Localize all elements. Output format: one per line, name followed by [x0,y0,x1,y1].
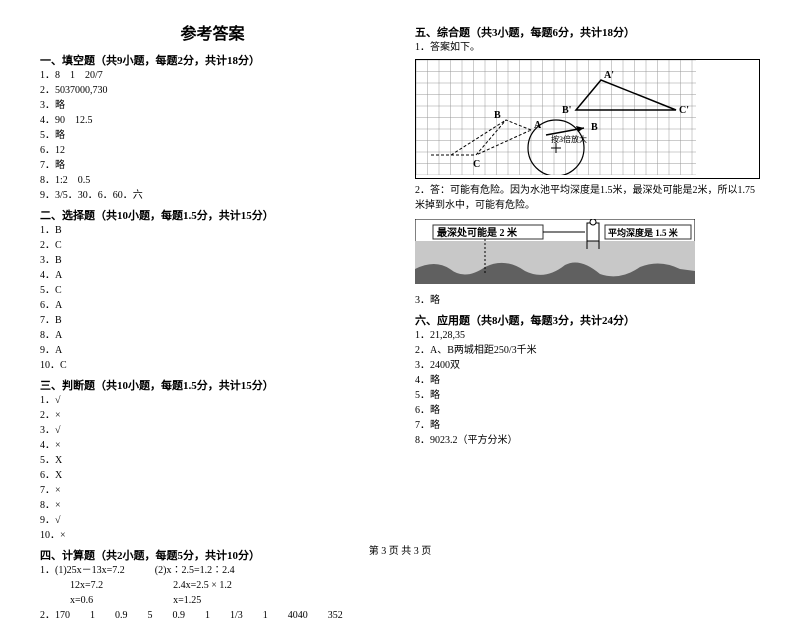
svg-text:B': B' [562,105,572,116]
answer-line: 9．3/5．30．6．60．六 [40,188,385,203]
svg-text:B: B [494,110,501,121]
svg-text:C: C [473,159,480,170]
answer-line: 7．略 [40,158,385,173]
answer-line: 6．略 [415,403,760,418]
grid-triangle-svg: A B C A' B' C' B 按3倍放大 [416,60,696,175]
answer-line: 2．5037000,730 [40,83,385,98]
answer-line: 6．A [40,298,385,313]
answer-line: 5．X [40,453,385,468]
answer-line: 4．A [40,268,385,283]
section-1-head: 一、填空题（共9小题，每题2分，共计18分） [40,52,385,68]
svg-text:平均深度是 1.5 米: 平均深度是 1.5 米 [608,227,679,238]
answer-line: 7．× [40,483,385,498]
section-3-head: 三、判断题（共10小题，每题1.5分，共计15分） [40,377,385,393]
answer-line: 5．略 [415,388,760,403]
answer-line: 3．√ [40,423,385,438]
answer-line: 9．A [40,343,385,358]
answer-line: 2．170 1 0.9 5 0.9 1 1/3 1 4040 352 [40,608,385,623]
svg-text:C': C' [679,105,689,116]
answer-line: 4．90 12.5 [40,113,385,128]
left-column: 参考答案 一、填空题（共9小题，每题2分，共计18分） 1．8 1 20/7 2… [40,20,385,623]
answer-line: 9．√ [40,513,385,528]
answer-line: 1．21,28,35 [415,328,760,343]
answer-line: 5．C [40,283,385,298]
section-6-head: 六、应用题（共8小题，每题3分，共计24分） [415,312,760,328]
answer-line: 7．B [40,313,385,328]
answer-line: 2．C [40,238,385,253]
svg-text:按3倍放大: 按3倍放大 [551,134,587,144]
answer-line: 5．略 [40,128,385,143]
answer-line: 4．略 [415,373,760,388]
page-title: 参考答案 [40,20,385,44]
answer-line: 1．8 1 20/7 [40,68,385,83]
section-2-head: 二、选择题（共10小题，每题1.5分，共计15分） [40,207,385,223]
svg-text:最深处可能是 2 米: 最深处可能是 2 米 [437,226,518,239]
depth-diagram: 最深处可能是 2 米 平均深度是 1.5 米 [415,219,760,287]
answer-line: 4．× [40,438,385,453]
answer-line: 6．X [40,468,385,483]
answer-line: 3．2400双 [415,358,760,373]
answer-line: 1．√ [40,393,385,408]
answer-line: 3．B [40,253,385,268]
answer-line: 10．C [40,358,385,373]
answer-line: 10．× [40,528,385,543]
answer-line: 8．9023.2（平方分米） [415,433,760,448]
answer-line: 2．答：可能有危险。因为水池平均深度是1.5米，最深处可能是2米，所以1.75米… [415,183,760,213]
answer-line: 8．× [40,498,385,513]
section-5-head: 五、综合题（共3小题，每题6分，共计18分） [415,24,760,40]
answer-line: 1．(1)25x－13x=7.2 (2)x∶2.5=1.2∶2.4 [40,563,385,578]
right-column: 五、综合题（共3小题，每题6分，共计18分） 1．答案如下。 A B C A' B' C'… [415,20,760,623]
answer-line: 12x=7.2 2.4x=2.5 × 1.2 [40,578,385,593]
answer-line: x=0.6 x=1.25 [40,593,385,608]
answer-line: 3．略 [40,98,385,113]
answer-line: 7．略 [415,418,760,433]
pool-depth-svg: 最深处可能是 2 米 平均深度是 1.5 米 [415,219,695,284]
answer-line: 2．A、B两城相距250/3千米 [415,343,760,358]
answer-line: 8．1:2 0.5 [40,173,385,188]
answer-line: 8．A [40,328,385,343]
answer-line: 1．B [40,223,385,238]
answer-line: 1．答案如下。 [415,40,760,55]
svg-text:A: A [534,120,542,131]
geometry-diagram: A B C A' B' C' B 按3倍放大 [415,59,760,179]
svg-text:B: B [591,122,598,133]
svg-text:A': A' [604,70,614,81]
answer-line: 3．略 [415,293,760,308]
answer-line: 2．× [40,408,385,423]
answer-line: 6．12 [40,143,385,158]
page-footer: 第 3 页 共 3 页 [0,542,800,557]
